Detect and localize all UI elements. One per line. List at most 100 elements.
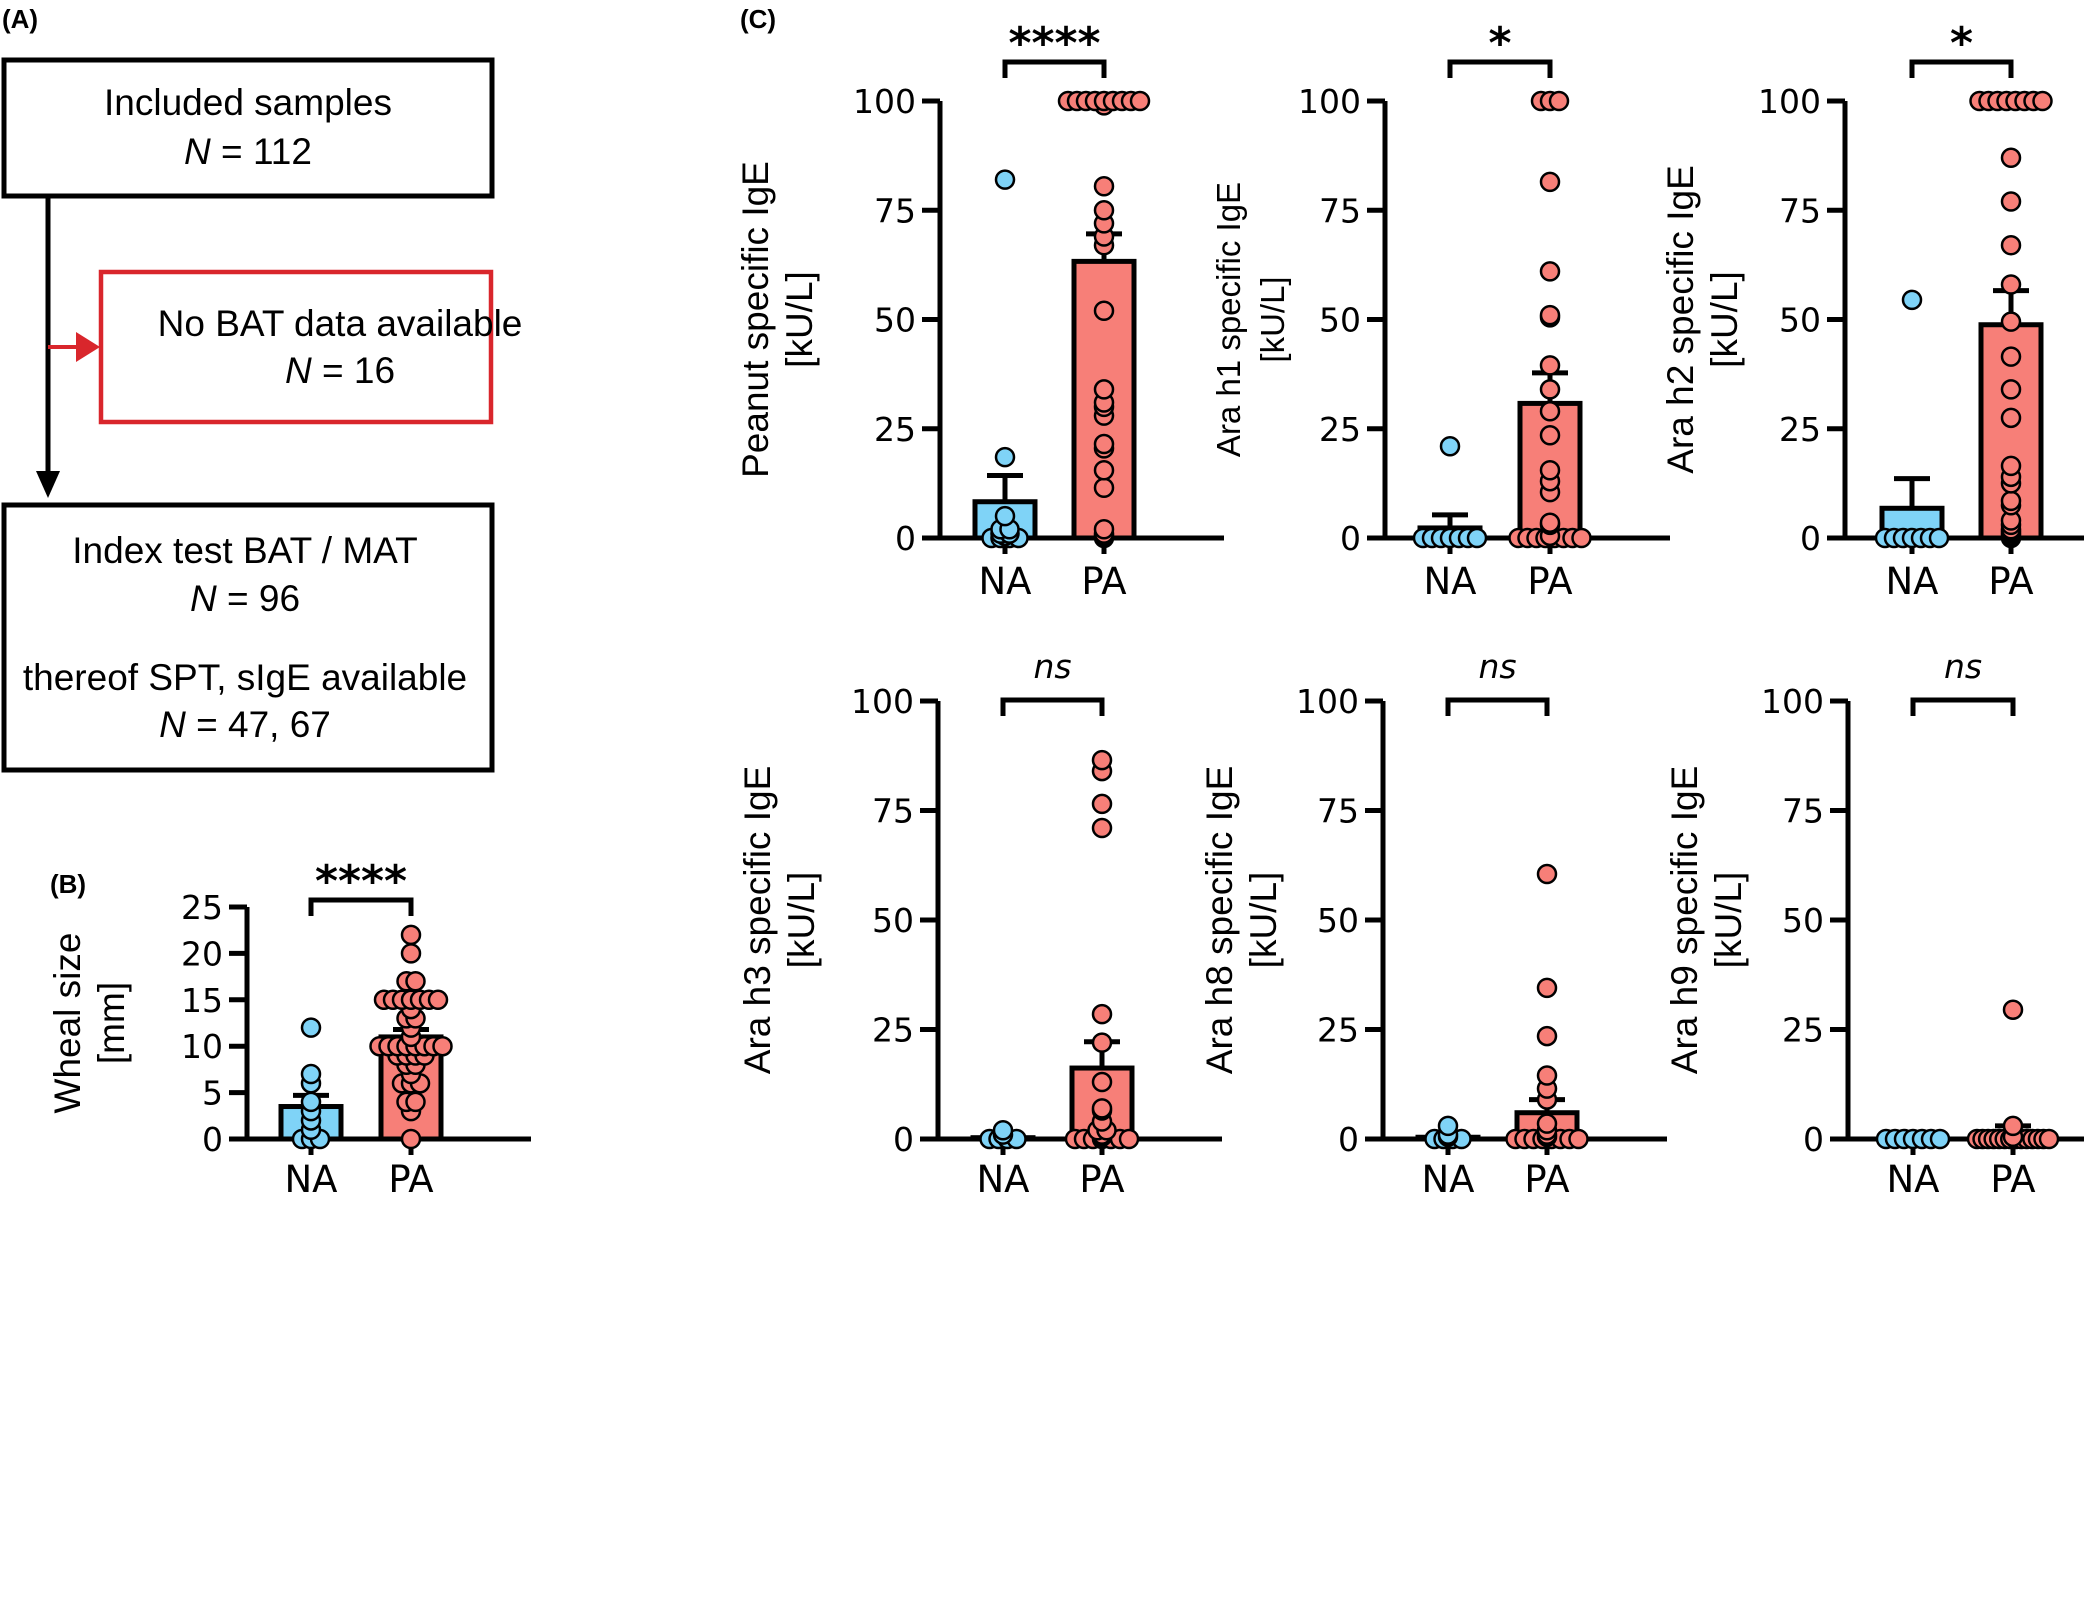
- chart-c4: 0 25 50 75 100 NA PA ns Ara h3 specific IgE [kU/L…: [737, 647, 1222, 1201]
- data-point-pa: [2000, 346, 2022, 367]
- flow-box-included: [1, 57, 495, 199]
- y-tick-label: 25: [1779, 410, 1821, 449]
- x-tick-label-pa: PA: [1988, 560, 2033, 603]
- data-point-pa: [1536, 1025, 1558, 1047]
- x-tick-label-pa: PA: [1527, 560, 1572, 603]
- chart-c3: 0 25 50 75 100 NA PA * Ara h2 specific IgE [kU/L]: [1660, 18, 2084, 603]
- y-axis-unit: [kU/L]: [779, 271, 820, 368]
- y-tick-label: 25: [874, 410, 916, 449]
- y-axis-title: Ara h8 specific IgE: [1199, 766, 1240, 1074]
- significance-label: ns: [1033, 647, 1071, 686]
- data-point-pa: [1568, 1128, 1589, 1150]
- y-tick-label: 5: [202, 1074, 223, 1113]
- data-point-pa: [1091, 1003, 1113, 1025]
- y-axis-title: Ara h3 specific IgE: [737, 766, 778, 1074]
- data-point-pa: [405, 1091, 426, 1113]
- data-point-pa: [2000, 311, 2022, 332]
- chart-b: 0 5 10 15 20 25 NA PA **** Wheal size [mm]: [47, 856, 531, 1201]
- data-point-pa: [1536, 1113, 1558, 1134]
- data-point-na: [994, 505, 1016, 527]
- y-tick-label: 0: [1803, 1120, 1824, 1159]
- data-point-pa: [427, 989, 449, 1011]
- y-tick-label: 50: [1779, 301, 1821, 340]
- x-tick-label-pa: PA: [1081, 560, 1126, 603]
- significance-bracket: [1000, 697, 1105, 716]
- panel-label-c: (C): [740, 4, 776, 34]
- data-point-pa: [1091, 749, 1113, 771]
- x-tick-label-na: NA: [285, 1158, 338, 1201]
- significance-bracket: [1447, 59, 1553, 78]
- data-point-pa: [2032, 90, 2053, 112]
- y-axis-title: Ara h2 specific IgE: [1660, 165, 1701, 473]
- data-point-na: [300, 1091, 322, 1113]
- data-point-pa: [1539, 261, 1561, 282]
- data-point-pa: [2000, 234, 2022, 256]
- y-tick-label: 100: [1296, 682, 1359, 721]
- significance-bracket: [1002, 59, 1107, 78]
- y-axis-unit: [kU/L]: [1704, 271, 1745, 368]
- x-tick-label-na: NA: [979, 560, 1032, 603]
- y-tick-label: 100: [851, 682, 914, 721]
- y-tick-label: 0: [893, 1120, 914, 1159]
- data-point-na: [1439, 435, 1461, 457]
- x-tick-label-na: NA: [1424, 560, 1477, 603]
- flow-box-included-n: N = 112: [184, 131, 312, 172]
- data-point-na: [1466, 527, 1488, 549]
- y-tick-label: 25: [1319, 410, 1361, 449]
- flow-arrow-down-icon: [36, 471, 60, 498]
- data-point-pa: [2000, 407, 2022, 429]
- flow-box-excluded: [98, 269, 494, 425]
- y-tick-label: 20: [181, 934, 223, 973]
- data-point-pa: [400, 924, 422, 946]
- panel-label-b: (B): [50, 869, 86, 899]
- data-point-na: [300, 1017, 322, 1038]
- data-point-na: [1901, 289, 1923, 311]
- data-point-pa: [1091, 817, 1113, 839]
- data-point-pa: [1571, 527, 1592, 549]
- y-axis-title: Wheal size: [47, 933, 88, 1114]
- y-tick-label: 50: [1317, 901, 1359, 940]
- significance-bracket: [1445, 697, 1550, 716]
- y-axis-unit: [kU/L]: [1708, 872, 1749, 969]
- x-tick-label-na: NA: [1422, 1158, 1475, 1201]
- charts: 0 5 10 15 20 25 NA PA **** Wheal size [mm] 0 25 50 75 1…: [47, 18, 2084, 1201]
- data-point-pa: [1536, 863, 1558, 885]
- data-point-pa: [1536, 1065, 1558, 1086]
- data-point-pa: [405, 970, 426, 992]
- data-point-pa: [2000, 490, 2022, 512]
- data-point-pa: [1091, 1032, 1113, 1053]
- data-point-pa: [1091, 1098, 1113, 1119]
- x-tick-label-na: NA: [1886, 560, 1939, 603]
- significance-label: *: [1950, 18, 1973, 69]
- flow-box-index-n2: N = 47, 67: [159, 704, 331, 745]
- data-point-pa: [1539, 512, 1561, 533]
- y-axis-title: Peanut specific IgE: [735, 161, 776, 478]
- x-tick-label-pa: PA: [388, 1158, 433, 1201]
- data-point-pa: [1093, 519, 1115, 540]
- chart-c5: 0 25 50 75 100 NA PA ns Ara h8 specific IgE [kU/L…: [1199, 647, 1667, 1201]
- y-tick-label: 15: [181, 981, 223, 1020]
- data-point-pa: [400, 943, 422, 964]
- data-point-pa: [1539, 460, 1561, 481]
- y-tick-label: 25: [181, 888, 223, 927]
- data-point-pa: [1536, 977, 1558, 999]
- y-axis-unit: [kU/L]: [1254, 276, 1291, 362]
- panel-label-a: (A): [2, 4, 38, 34]
- y-tick-label: 0: [1800, 519, 1821, 558]
- significance-label: ****: [1008, 18, 1100, 69]
- data-point-pa: [1093, 200, 1115, 221]
- y-tick-label: 75: [872, 792, 914, 831]
- data-point-pa: [400, 1128, 422, 1150]
- y-tick-label: 100: [1298, 82, 1361, 121]
- x-tick-label-pa: PA: [1524, 1158, 1569, 1201]
- y-tick-label: 100: [1758, 82, 1821, 121]
- data-point-pa: [2000, 147, 2022, 169]
- y-tick-label: 25: [1782, 1011, 1824, 1050]
- data-point-pa: [1118, 1128, 1140, 1150]
- data-point-pa: [2000, 455, 2022, 477]
- flow-box-excluded-title: No BAT data available: [158, 303, 523, 344]
- data-point-na: [994, 169, 1016, 190]
- data-point-na: [1437, 1115, 1459, 1137]
- data-point-pa: [1539, 304, 1561, 326]
- significance-label: *: [1488, 18, 1511, 69]
